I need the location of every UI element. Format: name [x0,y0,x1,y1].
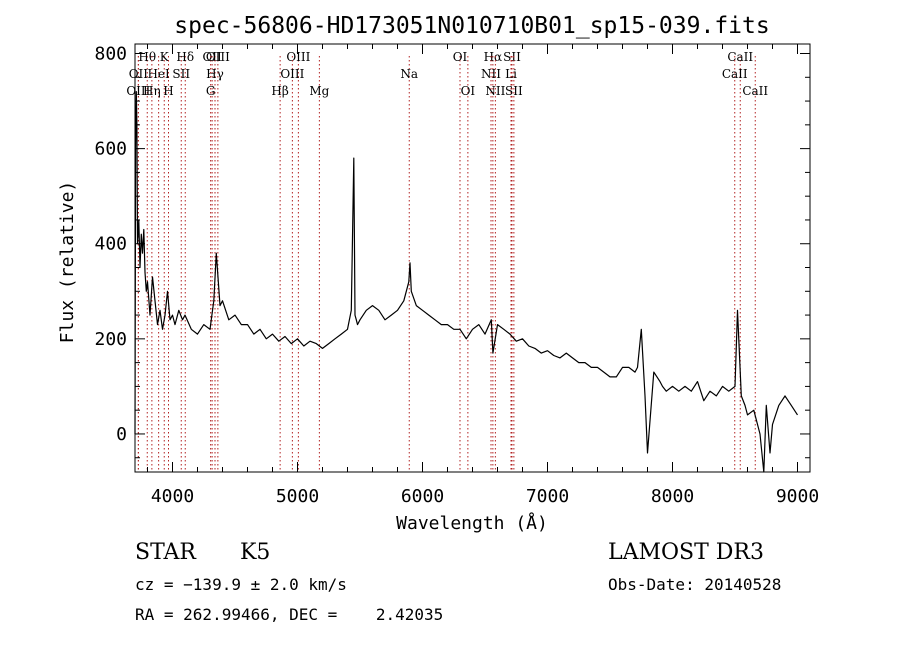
x-tick-label: 9000 [776,486,819,507]
line-marker-label: H [163,84,173,98]
line-marker-label: Hα [484,50,503,64]
redshift-line: cz = −139.9 ± 2.0 km/s [135,575,347,594]
line-marker-label: G [206,84,216,98]
line-marker-label: OII [129,67,149,81]
y-axis-label: Flux (relative) [57,181,78,344]
line-marker-label: HeI [147,67,170,81]
line-marker-label: Hη [143,84,161,98]
line-marker-label: OIII [286,50,310,64]
line-marker-label: Hθ [138,50,156,64]
line-marker-label: CaII [727,50,753,64]
line-marker-label: SII [503,50,521,64]
x-tick-label: 6000 [401,486,444,507]
line-marker-label: Li [505,67,517,81]
object-class: STAR [135,540,196,565]
line-marker-label: NII [481,67,501,81]
x-axis-label: Wavelength (Å) [396,512,548,534]
spectrum-line-0 [134,90,799,473]
y-tick-label: 800 [94,44,127,65]
line-marker-label: OIII [206,50,230,64]
line-marker-label: K [160,50,170,64]
y-tick-label: 0 [116,424,127,445]
line-marker-label: Hγ [206,67,224,81]
axes: 4000 5000 6000 7000 8000 9000 0 200 400 600 800 [94,43,819,507]
x-tick-label: 5000 [276,486,319,507]
line-marker-label: OII [202,50,222,64]
x-tick-label: 4000 [151,486,194,507]
line-marker-label: CaII [722,67,748,81]
line-marker-label: CaII [742,84,768,98]
line-marker-label: OIII [280,67,304,81]
plot-frame [134,43,811,473]
line-marker-label: NII [485,84,505,98]
obs-date-line: Obs-Date: 20140528 [608,575,782,594]
line-marker-label: OIII [126,84,150,98]
line-marker-label: OI [461,84,476,98]
line-marker-label: SII [505,84,523,98]
line-marker-label: Na [400,67,418,81]
line-marker-label: Hδ [176,50,194,64]
y-tick-label: 200 [94,329,127,350]
line-marker-label: SII [172,67,190,81]
y-tick-label: 400 [94,234,127,255]
coordinates-line: RA = 262.99466, DEC = 2.42035 [135,605,444,624]
x-tick-label: 8000 [651,486,694,507]
y-tick-label: 600 [94,139,127,160]
line-marker-label: OI [453,50,468,64]
x-tick-label: 7000 [526,486,569,507]
line-marker-label: Mg [309,84,329,98]
spectrum-series [134,90,799,473]
line-marker-label: Hβ [271,84,288,98]
spectral-subclass: K5 [240,540,271,565]
chart-title: spec-56806-HD173051N010710B01_sp15-039.f… [174,13,769,39]
survey-name: LAMOST DR3 [608,540,764,565]
